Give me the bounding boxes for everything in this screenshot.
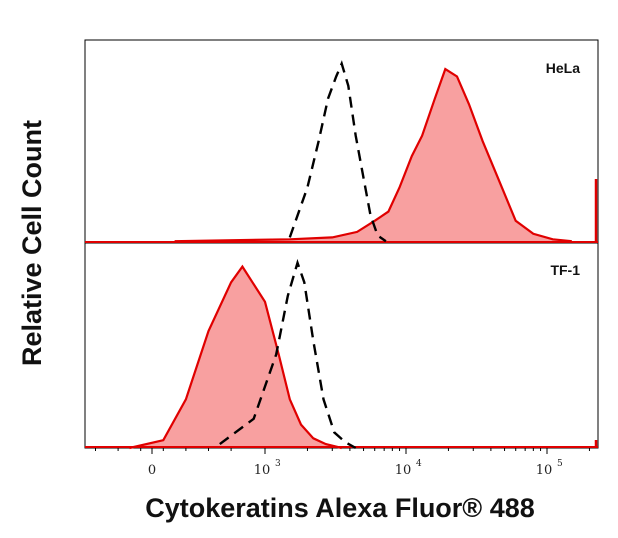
x-tick-label-2: 10 bbox=[395, 463, 412, 478]
y-axis-label: Relative Cell Count bbox=[17, 120, 47, 366]
x-tick-label-0: 0 bbox=[148, 463, 156, 478]
x-tick-label-1: 10 bbox=[254, 463, 271, 478]
panel-label-hela: HeLa bbox=[546, 60, 580, 76]
histogram-fill-hela bbox=[174, 69, 572, 243]
histogram-outline-tf-1 bbox=[129, 264, 342, 450]
control-histogram-hela bbox=[288, 60, 387, 243]
control-histogram-tf-1 bbox=[219, 258, 357, 450]
x-tick-label-3: 10 bbox=[536, 463, 553, 478]
plot-frame bbox=[84, 39, 599, 449]
x-tick-exponent-1: 3 bbox=[275, 459, 281, 469]
x-axis-label: Cytokeratins Alexa Fluor® 488 bbox=[145, 493, 535, 523]
x-tick-exponent-2: 4 bbox=[416, 459, 422, 469]
panel-label-tf-1: TF-1 bbox=[550, 262, 580, 278]
histogram-fill-tf-1 bbox=[129, 266, 342, 448]
histogram-outline-hela bbox=[174, 67, 572, 243]
x-tick-exponent-3: 5 bbox=[557, 459, 563, 469]
plot-area: 0 10 3 10 4 10 5 HeLa TF-1 bbox=[84, 39, 599, 478]
